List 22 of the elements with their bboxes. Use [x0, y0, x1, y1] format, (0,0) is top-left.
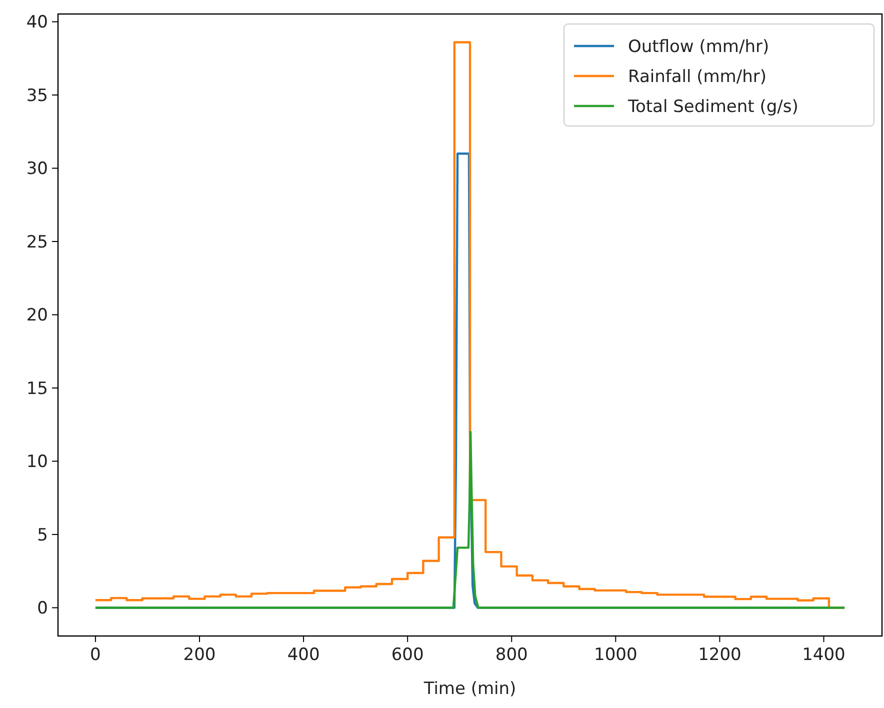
legend-label: Outflow (mm/hr): [628, 36, 770, 57]
y-tick-label: 30: [26, 159, 48, 180]
y-tick-label: 20: [26, 306, 48, 326]
x-tick-label: 800: [495, 645, 528, 665]
x-tick-label: 400: [287, 645, 320, 665]
x-tick-label: 0: [90, 645, 101, 665]
x-tick-label: 1000: [594, 645, 638, 665]
x-tick-label: 600: [391, 645, 424, 665]
legend-label: Rainfall (mm/hr): [628, 66, 766, 87]
y-tick-label: 40: [26, 12, 48, 33]
x-tick-label: 1200: [698, 645, 742, 665]
y-tick-label: 35: [26, 86, 48, 106]
x-axis-title: Time (min): [422, 679, 516, 699]
line-series: [94, 430, 846, 609]
x-tick-label: 1400: [802, 645, 846, 665]
y-tick-label: 10: [26, 452, 48, 472]
x-tick-label: 200: [183, 645, 216, 665]
y-tick-label: 25: [26, 232, 48, 252]
y-tick-label: 15: [26, 378, 48, 399]
y-tick-label: 0: [37, 598, 48, 619]
y-tick-label: 5: [37, 525, 48, 546]
legend-label: Total Sediment (g/s): [627, 96, 798, 117]
